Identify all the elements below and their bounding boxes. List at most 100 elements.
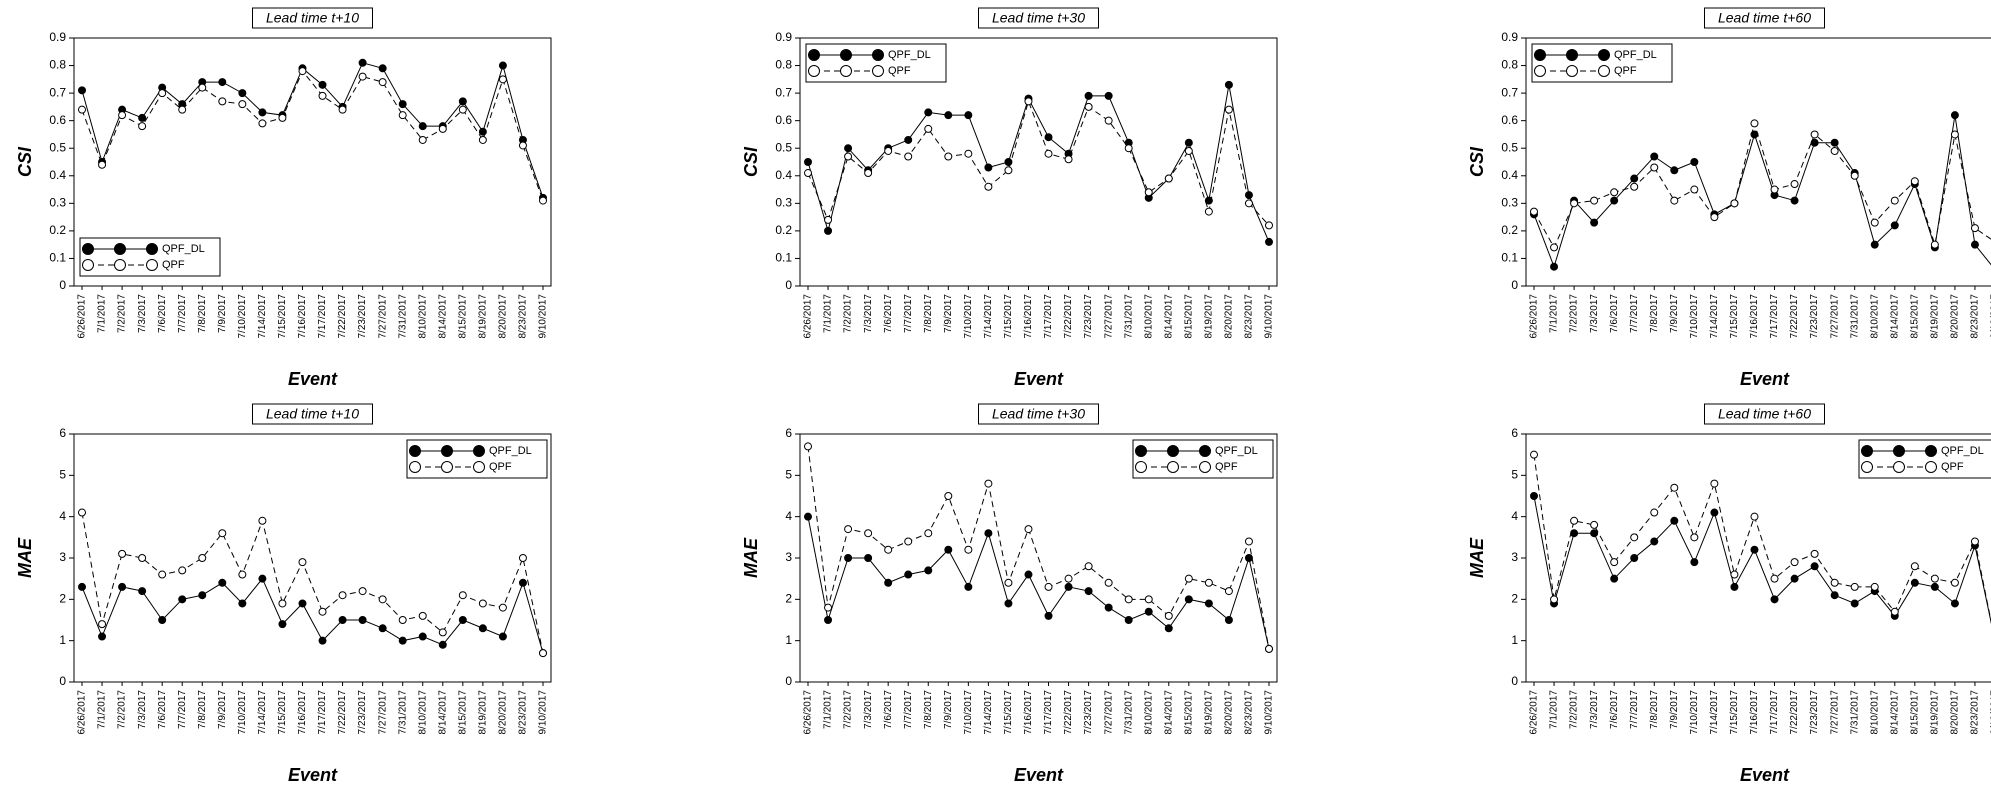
x-tick-label: 7/9/2017 bbox=[217, 294, 228, 333]
legend-marker bbox=[1566, 49, 1578, 61]
marker bbox=[1750, 512, 1759, 521]
x-tick-label: 7/3/2017 bbox=[1589, 690, 1600, 729]
marker bbox=[138, 587, 147, 596]
marker bbox=[238, 100, 247, 109]
marker bbox=[1930, 574, 1939, 583]
x-tick-label: 7/23/2017 bbox=[357, 294, 368, 339]
x-tick-label: 8/23/2017 bbox=[1970, 690, 1981, 735]
x-tick-label: 7/1/2017 bbox=[97, 294, 108, 333]
marker bbox=[318, 80, 327, 89]
x-tick-label: 8/20/2017 bbox=[498, 294, 509, 339]
x-tick-label: 7/8/2017 bbox=[923, 690, 934, 729]
series-line bbox=[1533, 454, 1991, 624]
legend-label: QPF_DL bbox=[162, 243, 205, 255]
marker bbox=[1124, 144, 1133, 153]
y-tick-label: 4 bbox=[59, 509, 66, 523]
x-axis-label: Event bbox=[1740, 765, 1790, 785]
x-tick-label: 7/14/2017 bbox=[1709, 294, 1720, 339]
marker bbox=[198, 591, 207, 600]
marker bbox=[1890, 607, 1899, 616]
legend-marker bbox=[441, 461, 453, 473]
marker bbox=[318, 607, 327, 616]
marker bbox=[158, 89, 167, 98]
x-tick-label: 8/10/2017 bbox=[417, 690, 428, 735]
x-tick-label: 7/6/2017 bbox=[1609, 294, 1620, 333]
x-tick-label: 7/10/2017 bbox=[237, 294, 248, 339]
chart-title: Lead time t+10 bbox=[266, 406, 359, 422]
marker bbox=[1690, 558, 1699, 567]
marker bbox=[944, 492, 953, 500]
x-tick-label: 8/23/2017 bbox=[1970, 294, 1981, 339]
y-tick-label: 0.3 bbox=[775, 196, 792, 210]
legend-marker bbox=[1893, 445, 1905, 457]
marker bbox=[418, 135, 427, 144]
marker bbox=[378, 78, 387, 87]
marker bbox=[98, 160, 107, 169]
x-tick-label: 7/6/2017 bbox=[1609, 690, 1620, 729]
marker bbox=[864, 169, 873, 178]
legend-marker bbox=[1598, 49, 1610, 61]
marker bbox=[1144, 188, 1153, 197]
y-tick-label: 0.7 bbox=[1501, 85, 1518, 99]
series-line bbox=[1533, 121, 1991, 249]
x-axis-label: Event bbox=[1014, 765, 1064, 785]
x-tick-label: 7/7/2017 bbox=[1629, 690, 1640, 729]
x-tick-label: 8/10/2017 bbox=[417, 294, 428, 339]
legend-marker bbox=[1893, 461, 1905, 473]
marker bbox=[1670, 516, 1679, 525]
x-tick-label: 7/9/2017 bbox=[1669, 690, 1680, 729]
x-tick-label: 9/10/2017 bbox=[1264, 294, 1275, 339]
marker bbox=[198, 83, 207, 92]
x-tick-label: 7/22/2017 bbox=[337, 690, 348, 735]
x-tick-label: 8/14/2017 bbox=[437, 690, 448, 735]
x-tick-label: 8/15/2017 bbox=[1909, 294, 1920, 339]
legend-label: QPF bbox=[888, 65, 911, 77]
x-tick-label: 8/19/2017 bbox=[1204, 294, 1215, 339]
x-tick-label: 7/14/2017 bbox=[983, 690, 994, 735]
x-tick-label: 7/2/2017 bbox=[1569, 294, 1580, 333]
marker bbox=[944, 111, 953, 120]
x-tick-label: 7/27/2017 bbox=[377, 690, 388, 735]
x-tick-label: 7/27/2017 bbox=[1829, 294, 1840, 339]
y-tick-label: 2 bbox=[59, 592, 66, 606]
marker bbox=[298, 558, 307, 567]
x-tick-label: 9/10/2017 bbox=[1990, 294, 1991, 339]
x-tick-label: 7/9/2017 bbox=[943, 294, 954, 333]
y-tick-label: 0.7 bbox=[775, 85, 792, 99]
marker bbox=[1610, 558, 1619, 567]
marker bbox=[118, 111, 127, 120]
marker bbox=[458, 97, 467, 106]
x-tick-label: 8/20/2017 bbox=[498, 690, 509, 735]
x-tick-label: 7/17/2017 bbox=[1769, 294, 1780, 339]
marker bbox=[824, 226, 833, 235]
marker bbox=[1730, 582, 1739, 591]
x-tick-label: 7/16/2017 bbox=[1749, 690, 1760, 735]
y-tick-label: 0.1 bbox=[1501, 251, 1518, 265]
marker bbox=[278, 599, 287, 608]
x-tick-label: 8/14/2017 bbox=[1163, 690, 1174, 735]
marker bbox=[1570, 516, 1579, 525]
marker bbox=[1104, 91, 1113, 100]
marker bbox=[1024, 97, 1033, 106]
y-tick-label: 0.9 bbox=[49, 30, 66, 44]
marker bbox=[1750, 119, 1759, 128]
marker bbox=[1244, 199, 1253, 208]
y-tick-label: 5 bbox=[59, 468, 66, 482]
marker bbox=[1790, 180, 1799, 189]
marker bbox=[498, 603, 507, 612]
marker bbox=[218, 529, 227, 538]
x-tick-label: 7/17/2017 bbox=[1043, 690, 1054, 735]
x-tick-label: 7/2/2017 bbox=[1569, 690, 1580, 729]
marker bbox=[318, 636, 327, 645]
y-tick-label: 1 bbox=[1511, 633, 1518, 647]
marker bbox=[1265, 644, 1273, 653]
y-tick-label: 0.8 bbox=[49, 58, 66, 72]
marker bbox=[1570, 199, 1579, 208]
x-tick-label: 7/7/2017 bbox=[903, 294, 914, 333]
marker bbox=[1244, 191, 1253, 200]
chart-title: Lead time t+60 bbox=[1718, 406, 1811, 422]
x-tick-label: 7/22/2017 bbox=[337, 294, 348, 339]
marker bbox=[338, 591, 347, 600]
marker bbox=[1790, 558, 1799, 567]
marker bbox=[1204, 207, 1213, 216]
